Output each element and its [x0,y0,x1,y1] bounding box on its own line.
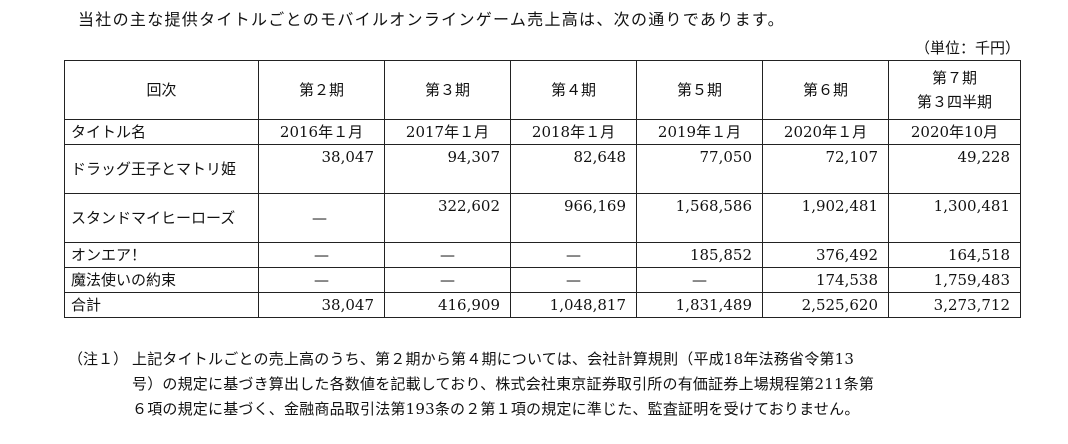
table-row: オンエア！ — — — 185,852 376,492 164,518 [64,242,1021,268]
value-cell: — [258,242,385,268]
value-cell: — [384,242,511,268]
value-cell: 49,228 [888,144,1021,194]
date-cell: 2020年１月 [762,119,889,145]
header-label-cell: 回次 [64,60,259,120]
title-name-cell: オンエア！ [64,242,259,268]
value-cell: 185,852 [636,242,763,268]
header-period-cell: 第６期 [762,60,889,120]
title-name-cell: スタンドマイヒーローズ [64,193,259,243]
value-cell: 322,602 [384,193,511,243]
value-cell: 38,047 [258,144,385,194]
value-cell: — [258,193,385,243]
date-cell: 2019年１月 [636,119,763,145]
title-name-cell: 魔法使いの約束 [64,267,259,293]
header-period-cell: 第３期 [384,60,511,120]
footnote-line: ６項の規定に基づく、金融商品取引法第193条の２第１項の規定に準じた、監査証明を… [132,400,860,418]
footnote-line: 上記タイトルごとの売上高のうち、第２期から第４期については、会社計算規則（平成1… [132,350,855,368]
value-cell: 1,300,481 [888,193,1021,243]
table-row: スタンドマイヒーローズ — 322,602 966,169 1,568,586 … [64,193,1021,243]
footnote-body: 上記タイトルごとの売上高のうち、第２期から第４期については、会社計算規則（平成1… [132,347,1058,422]
date-cell: 2018年１月 [510,119,637,145]
value-cell: 376,492 [762,242,889,268]
dates-label-cell: タイトル名 [64,119,259,145]
value-cell: 1,759,483 [888,267,1021,293]
table-header-row: 回次 第２期 第３期 第４期 第５期 第６期 第７期 第３四半期 [64,60,1021,120]
footnote: （注１） 上記タイトルごとの売上高のうち、第２期から第４期については、会社計算規… [68,347,1058,422]
sales-table: 回次 第２期 第３期 第４期 第５期 第６期 第７期 第３四半期 タイトル名 2… [64,60,1021,318]
value-cell: — [384,267,511,293]
date-cell: 2017年１月 [384,119,511,145]
value-cell: 416,909 [384,292,511,318]
table-dates-row: タイトル名 2016年１月 2017年１月 2018年１月 2019年１月 20… [64,119,1021,145]
value-cell: — [510,242,637,268]
value-cell: — [258,267,385,293]
intro-text: 当社の主な提供タイトルごとのモバイルオンラインゲーム売上高は、次の通りであります… [78,10,785,29]
title-name-cell: ドラッグ王子とマトリ姫 [64,144,259,194]
table-row: 魔法使いの約束 — — — — 174,538 1,759,483 [64,267,1021,293]
value-cell: 1,902,481 [762,193,889,243]
footnote-line: 号）の規定に基づき算出した各数値を記載しており、株式会社東京証券取引所の有価証券… [132,375,875,393]
value-cell: 94,307 [384,144,511,194]
date-cell: 2020年10月 [888,119,1021,145]
value-cell: — [510,267,637,293]
value-cell: 77,050 [636,144,763,194]
value-cell: 1,831,489 [636,292,763,318]
value-cell: 2,525,620 [762,292,889,318]
value-cell: — [636,267,763,293]
unit-label: （単位：千円） [914,39,1020,57]
date-cell: 2016年１月 [258,119,385,145]
value-cell: 1,568,586 [636,193,763,243]
table-row: ドラッグ王子とマトリ姫 38,047 94,307 82,648 77,050 … [64,144,1021,194]
value-cell: 1,048,817 [510,292,637,318]
value-cell: 164,518 [888,242,1021,268]
header-period-cell: 第４期 [510,60,637,120]
header-period-cell: 第２期 [258,60,385,120]
value-cell: 38,047 [258,292,385,318]
value-cell: 966,169 [510,193,637,243]
value-cell: 82,648 [510,144,637,194]
header-period-cell: 第７期 第３四半期 [888,60,1021,120]
value-cell: 72,107 [762,144,889,194]
table-row-total: 合計 38,047 416,909 1,048,817 1,831,489 2,… [64,292,1021,318]
header-period-cell: 第５期 [636,60,763,120]
footnote-label: （注１） [68,350,129,368]
total-label-cell: 合計 [64,292,259,318]
value-cell: 3,273,712 [888,292,1021,318]
header-last-period-line2: 第３四半期 [916,93,992,111]
header-last-period-line1: 第７期 [931,69,977,87]
value-cell: 174,538 [762,267,889,293]
